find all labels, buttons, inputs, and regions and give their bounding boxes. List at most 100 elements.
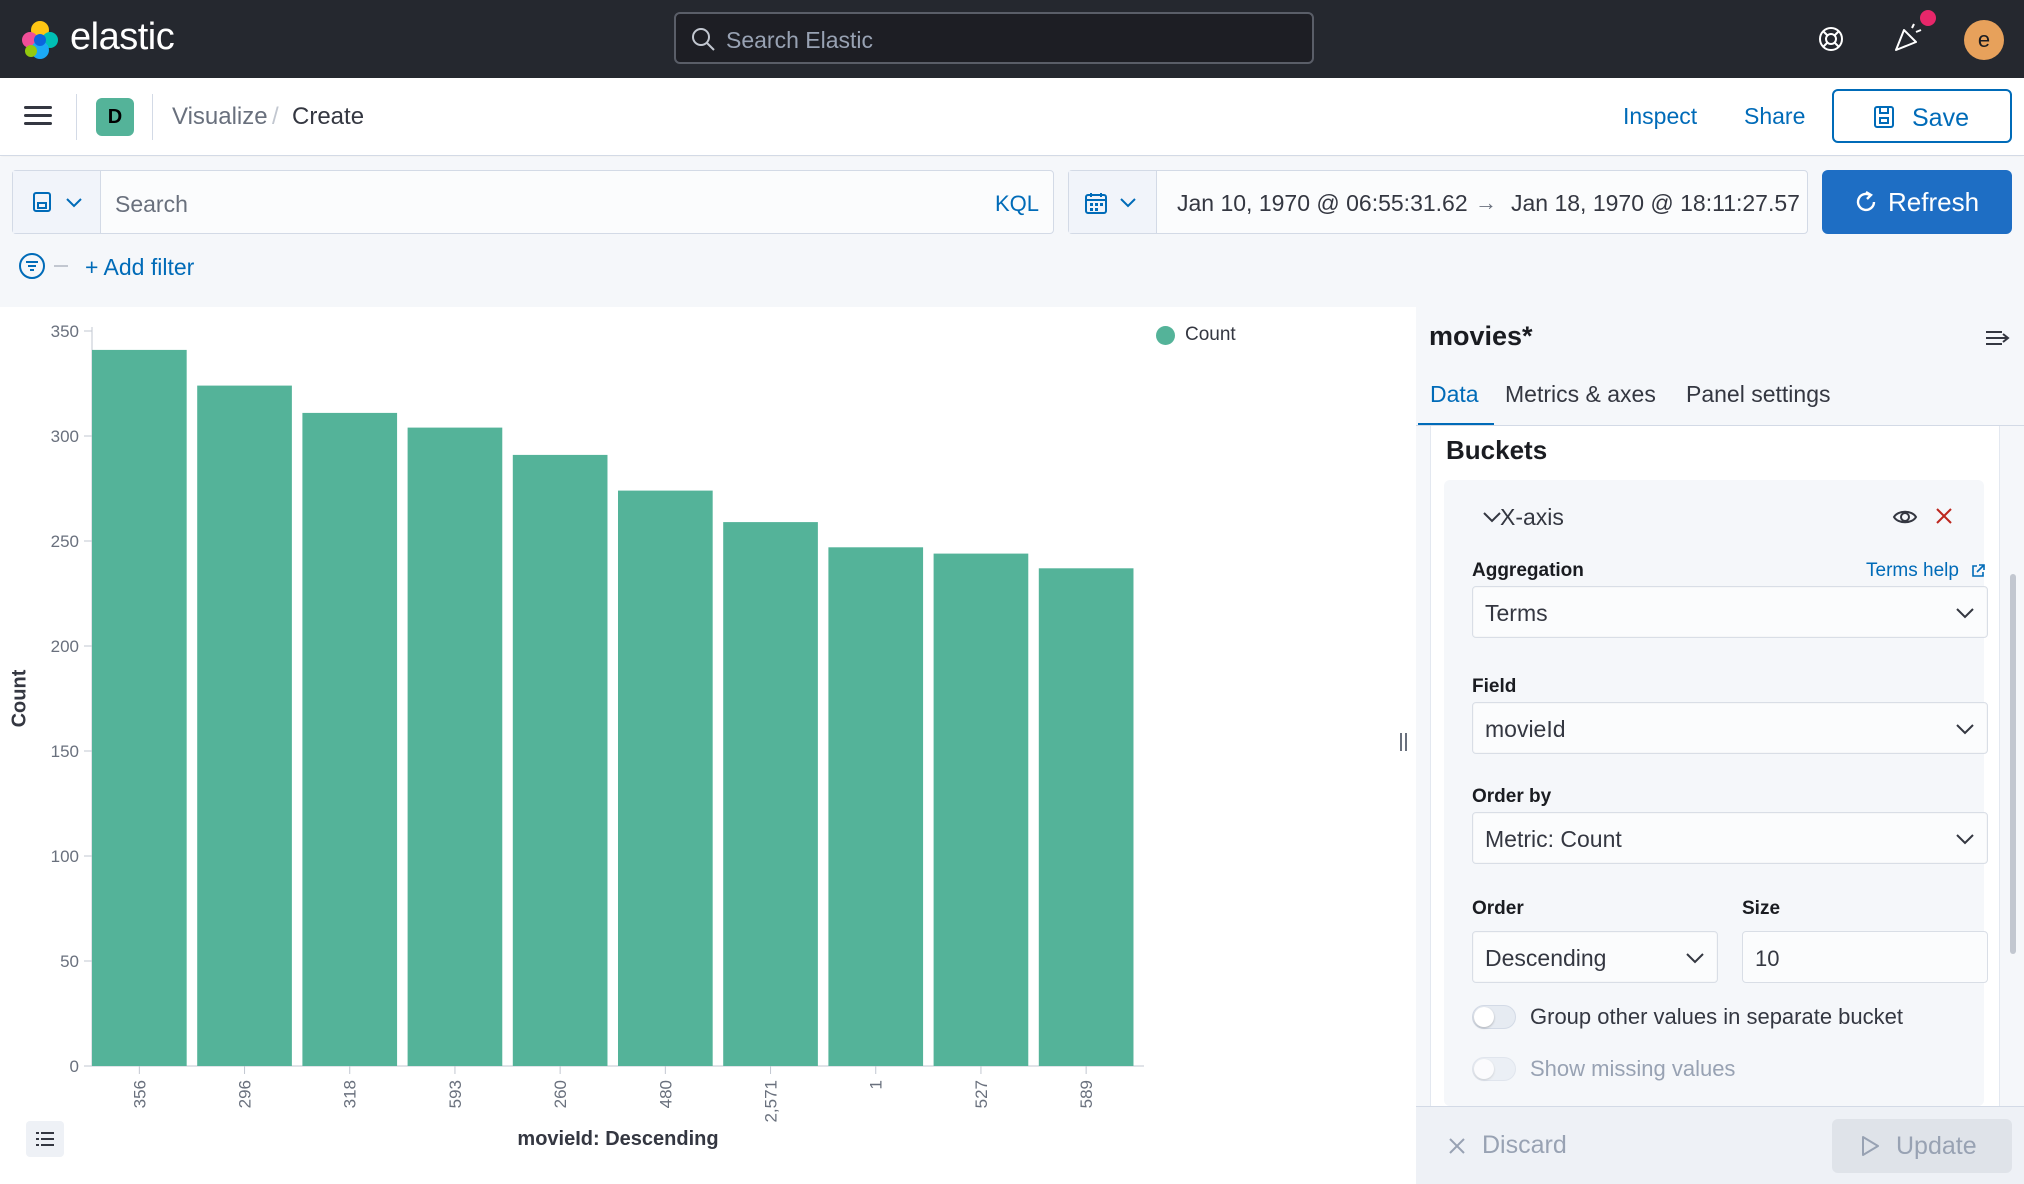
x-tick-label: 527 bbox=[972, 1080, 991, 1108]
panel-resize-handle[interactable] bbox=[1400, 733, 1412, 753]
query-search-input[interactable]: Search bbox=[115, 191, 188, 217]
bar[interactable] bbox=[618, 490, 713, 1067]
y-tick-label: 250 bbox=[51, 532, 79, 551]
app-bar: D Visualize / Create Inspect Share Save bbox=[0, 78, 2024, 156]
filter-icon[interactable] bbox=[18, 252, 46, 280]
bar[interactable] bbox=[302, 412, 398, 1066]
breadcrumb-separator: / bbox=[272, 103, 279, 130]
bar[interactable] bbox=[828, 547, 924, 1066]
save-icon bbox=[1874, 106, 1894, 128]
chevron-down-icon bbox=[1686, 953, 1704, 964]
external-link-icon bbox=[1972, 564, 1985, 577]
group-other-toggle[interactable] bbox=[1472, 1005, 1516, 1029]
elastic-logo-icon[interactable] bbox=[18, 18, 62, 62]
y-tick-label: 200 bbox=[51, 637, 79, 656]
discard-button[interactable]: Discard bbox=[1482, 1131, 1567, 1159]
bar[interactable] bbox=[197, 385, 292, 1067]
x-tick-label: 589 bbox=[1077, 1080, 1096, 1108]
user-avatar[interactable]: e bbox=[1964, 20, 2004, 60]
scrollbar[interactable] bbox=[2010, 574, 2016, 954]
show-missing-label: Show missing values bbox=[1530, 1056, 1736, 1081]
share-button[interactable]: Share bbox=[1744, 103, 1806, 129]
group-other-label: Group other values in separate bucket bbox=[1530, 1004, 1904, 1029]
add-filter-button[interactable]: + Add filter bbox=[85, 254, 195, 280]
index-pattern-title: movies* bbox=[1429, 321, 1533, 351]
bar[interactable] bbox=[92, 349, 187, 1066]
start-date[interactable]: Jan 10, 1970 @ 06:55:31.62 bbox=[1177, 190, 1468, 216]
editor-sidebar: movies* Data Metrics & axes Panel settin… bbox=[1416, 307, 2024, 1184]
chevron-down-icon bbox=[1956, 608, 1974, 619]
collapse-panel-icon[interactable] bbox=[1984, 325, 2010, 351]
quick-select-button[interactable] bbox=[1069, 171, 1157, 233]
y-tick-label: 50 bbox=[60, 952, 79, 971]
calendar-icon bbox=[1085, 193, 1107, 214]
query-input-container: Search KQL bbox=[12, 170, 1054, 234]
inspect-button[interactable]: Inspect bbox=[1623, 103, 1698, 129]
end-date[interactable]: Jan 18, 1970 @ 18:11:27.57 bbox=[1511, 190, 1800, 216]
x-tick-label: 356 bbox=[130, 1080, 149, 1108]
help-icon[interactable] bbox=[1816, 24, 1846, 54]
y-axis-title: Count bbox=[8, 669, 31, 728]
chevron-down-icon bbox=[1120, 198, 1136, 208]
legend-color-dot[interactable] bbox=[1156, 326, 1175, 345]
saved-query-button[interactable] bbox=[13, 171, 101, 233]
tab-panel-settings[interactable]: Panel settings bbox=[1686, 381, 1831, 407]
terms-help-link[interactable]: Terms help bbox=[1866, 560, 1959, 581]
visualization-area: 0 50 100 150 200 250 300 350 356 296 318 593 260 480 2… bbox=[0, 307, 1398, 1184]
arrow-right-icon: → bbox=[1475, 190, 1497, 215]
eye-icon[interactable] bbox=[1892, 504, 1918, 530]
bar-chart: 0 50 100 150 200 250 300 350 356 296 318 593 260 480 2… bbox=[51, 322, 1144, 1123]
aggregation-select[interactable]: Terms bbox=[1472, 586, 1988, 638]
bar[interactable] bbox=[407, 427, 503, 1067]
order-select[interactable]: Descending bbox=[1472, 931, 1718, 983]
size-input[interactable]: 10 bbox=[1742, 931, 1988, 983]
global-search-input[interactable]: Search Elastic bbox=[674, 12, 1314, 64]
size-label: Size bbox=[1742, 898, 1781, 919]
divider bbox=[1416, 425, 2024, 426]
refresh-button[interactable]: Refresh bbox=[1822, 170, 2012, 234]
order-by-select[interactable]: Metric: Count bbox=[1472, 812, 1988, 864]
search-placeholder: Search Elastic bbox=[726, 27, 874, 53]
active-tab-indicator bbox=[1418, 423, 1494, 426]
chevron-down-icon bbox=[1956, 724, 1974, 735]
x-tick-label: 318 bbox=[341, 1080, 360, 1108]
order-by-label: Order by bbox=[1472, 786, 1552, 807]
divider bbox=[54, 265, 68, 267]
bar[interactable] bbox=[512, 454, 608, 1066]
order-value: Descending bbox=[1485, 945, 1607, 971]
bar[interactable] bbox=[1038, 568, 1134, 1066]
size-value: 10 bbox=[1755, 946, 1780, 971]
save-button[interactable]: Save bbox=[1832, 89, 2012, 143]
remove-bucket-icon[interactable] bbox=[1934, 506, 1954, 526]
show-missing-toggle[interactable] bbox=[1472, 1057, 1516, 1081]
save-label: Save bbox=[1912, 104, 1969, 132]
menu-toggle-button[interactable] bbox=[22, 102, 54, 132]
play-icon bbox=[1862, 1136, 1879, 1156]
breadcrumb-visualize[interactable]: Visualize bbox=[172, 103, 268, 130]
y-tick-label: 350 bbox=[51, 322, 79, 341]
x-axis-title: movieId: Descending bbox=[517, 1128, 719, 1150]
x-tick-label: 1 bbox=[867, 1080, 886, 1089]
y-tick-label: 100 bbox=[51, 847, 79, 866]
refresh-icon bbox=[1856, 190, 1876, 212]
field-select[interactable]: movieId bbox=[1472, 702, 1988, 754]
legend-toggle-button[interactable] bbox=[26, 1121, 64, 1157]
legend-item-count[interactable]: Count bbox=[1185, 324, 1236, 345]
hamburger-icon bbox=[24, 106, 52, 109]
bucket-title[interactable]: X-axis bbox=[1500, 504, 1564, 530]
bar[interactable] bbox=[933, 553, 1029, 1066]
space-avatar[interactable]: D bbox=[96, 98, 134, 136]
chevron-down-icon[interactable] bbox=[1482, 507, 1502, 527]
date-picker: Jan 10, 1970 @ 06:55:31.62 → Jan 18, 197… bbox=[1068, 170, 1808, 234]
notification-dot bbox=[1920, 10, 1936, 26]
y-tick-label: 0 bbox=[70, 1057, 79, 1076]
update-label: Update bbox=[1896, 1132, 1977, 1160]
x-tick-label: 593 bbox=[446, 1080, 465, 1108]
logo-text[interactable]: elastic bbox=[70, 16, 175, 58]
update-button[interactable]: Update bbox=[1832, 1119, 2012, 1173]
query-language-button[interactable]: KQL bbox=[994, 191, 1039, 216]
tab-data[interactable]: Data bbox=[1430, 381, 1479, 407]
bar[interactable] bbox=[723, 522, 818, 1066]
tab-metrics-axes[interactable]: Metrics & axes bbox=[1505, 381, 1656, 407]
newsfeed-icon[interactable] bbox=[1892, 22, 1924, 54]
